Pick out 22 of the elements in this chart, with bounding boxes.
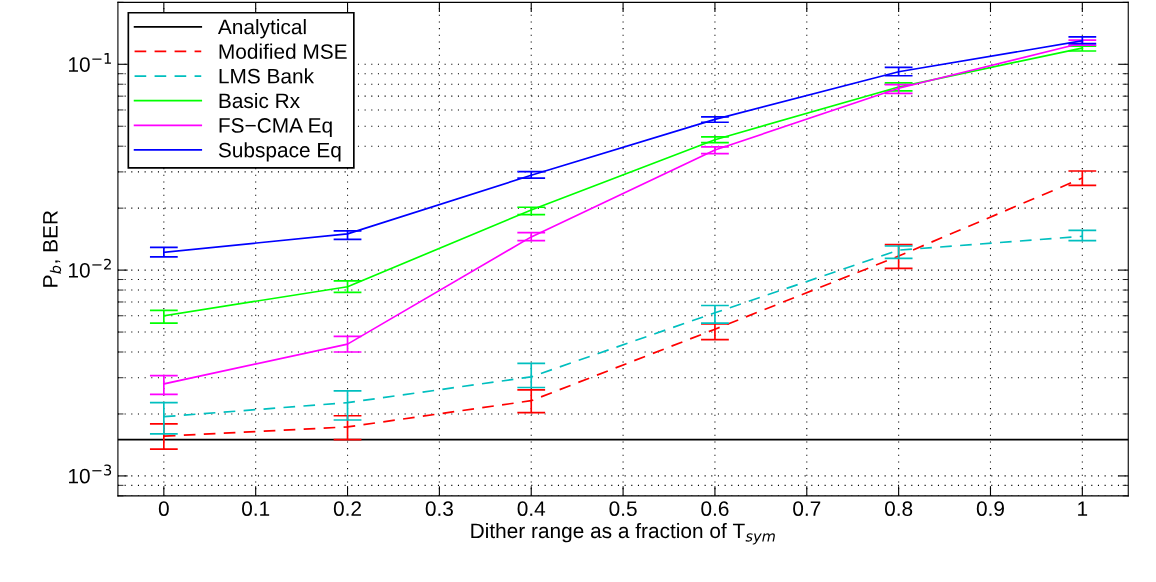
x-tick-label: 0 [158,501,169,517]
x-tick-label: 0.5 [609,501,637,517]
x-tick-label: 0.2 [333,501,361,517]
legend-label: FS−CMA Eq [219,118,332,137]
x-axis-title: Dither range as a fraction of T$_{sym}$ [471,522,775,545]
legend-label: Subspace Eq [218,142,341,162]
x-tick-label: 1 [1078,501,1088,516]
y-tick-label: 10$^{−1}$ [69,53,111,72]
y-axis-title: P$_{b}$, BER [43,211,62,287]
x-tick-label: 0.3 [425,501,453,517]
y-tick-label: 10$^{−3}$ [69,464,112,484]
legend-label: Basic Rx [219,92,300,109]
x-tick-label: 0.4 [517,501,546,517]
y-tick-label: 10$^{−2}$ [69,258,111,278]
legend-label: Modified MSE [219,43,347,59]
x-tick-label: 0.7 [793,501,821,517]
x-tick-label: 0.8 [884,501,913,517]
x-tick-label: 0.9 [976,501,1004,517]
x-tick-label: 0.6 [701,501,729,517]
x-tick-label: 0.1 [242,501,270,517]
legend-label: LMS Bank [219,68,315,84]
legend-label: Analytical [217,18,306,39]
